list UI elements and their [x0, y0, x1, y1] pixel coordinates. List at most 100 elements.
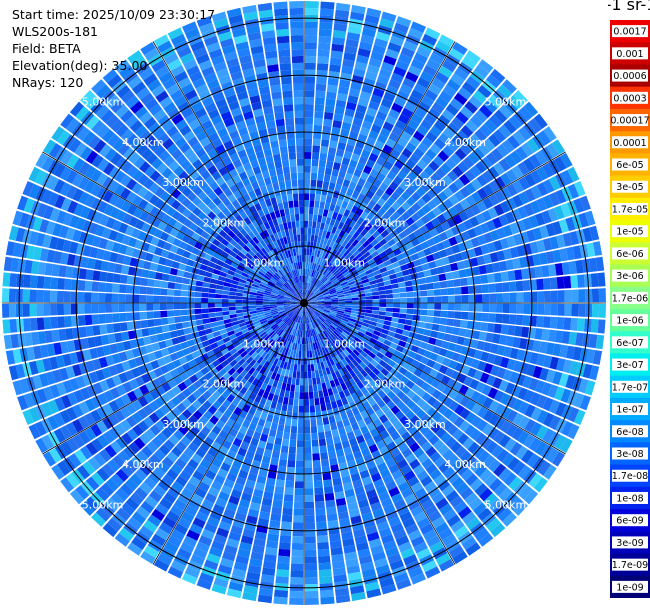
- beta-cell: [473, 246, 483, 257]
- beta-cell: [338, 303, 346, 306]
- beta-cell: [467, 248, 477, 259]
- beta-cell: [182, 388, 192, 398]
- beta-cell: [310, 322, 314, 330]
- beta-cell: [482, 197, 494, 209]
- beta-cell: [259, 283, 267, 289]
- beta-cell: [172, 359, 182, 369]
- beta-cell: [392, 293, 400, 299]
- beta-cell: [84, 398, 96, 412]
- beta-cell: [359, 272, 367, 278]
- beta-cell: [91, 292, 99, 303]
- beta-cell: [338, 229, 345, 238]
- beta-cell: [189, 169, 200, 181]
- beta-cell: [423, 231, 433, 241]
- beta-cell: [304, 549, 317, 557]
- beta-cell: [323, 294, 331, 298]
- beta-cell: [398, 281, 406, 288]
- beta-cell: [321, 288, 328, 293]
- beta-cell: [281, 251, 287, 260]
- beta-cell: [271, 341, 278, 349]
- beta-cell: [199, 136, 211, 148]
- beta-cell: [387, 359, 396, 368]
- beta-cell: [122, 213, 133, 225]
- beta-cell: [322, 330, 329, 338]
- beta-cell: [309, 294, 316, 300]
- beta-cell: [466, 276, 475, 286]
- beta-cell: [90, 423, 103, 437]
- beta-cell: [242, 296, 250, 300]
- beta-cell: [506, 183, 518, 197]
- beta-cell: [163, 242, 173, 251]
- beta-cell: [572, 346, 582, 361]
- beta-cell: [243, 343, 251, 351]
- beta-cell: [413, 228, 423, 238]
- beta-cell: [110, 119, 124, 133]
- beta-cell: [304, 282, 307, 290]
- beta-cell: [243, 314, 251, 319]
- beta-cell: [77, 315, 86, 326]
- beta-cell: [319, 222, 326, 231]
- beta-cell: [231, 226, 240, 235]
- beta-cell: [201, 297, 209, 303]
- beta-cell: [332, 36, 346, 46]
- beta-cell: [191, 453, 203, 464]
- beta-cell: [163, 224, 173, 235]
- beta-cell: [474, 464, 488, 478]
- beta-cell: [557, 303, 565, 316]
- beta-cell: [243, 380, 252, 390]
- beta-cell: [217, 404, 228, 414]
- beta-cell: [246, 571, 261, 581]
- beta-cell: [304, 412, 310, 420]
- beta-cell: [72, 188, 84, 202]
- beta-cell: [175, 119, 188, 131]
- beta-cell: [125, 178, 138, 191]
- beta-cell: [379, 577, 395, 588]
- beta-cell: [189, 523, 203, 535]
- beta-cell: [139, 525, 154, 539]
- beta-cell: [270, 323, 278, 329]
- beta-cell: [304, 433, 311, 441]
- beta-cell: [48, 192, 60, 207]
- beta-cell: [228, 265, 237, 273]
- beta-cell: [60, 113, 75, 129]
- beta-cell: [359, 41, 373, 51]
- beta-cell: [377, 216, 387, 226]
- beta-cell: [318, 208, 324, 216]
- beta-cell: [114, 409, 126, 423]
- beta-cell: [334, 338, 341, 346]
- beta-cell: [398, 230, 408, 240]
- beta-cell: [325, 281, 332, 287]
- beta-cell: [97, 392, 108, 406]
- beta-cell: [577, 318, 585, 332]
- beta-cell: [484, 473, 498, 487]
- beta-cell: [304, 398, 310, 406]
- beta-cell: [443, 198, 454, 210]
- beta-cell: [263, 310, 271, 314]
- beta-cell: [285, 326, 291, 333]
- beta-cell: [389, 229, 399, 239]
- beta-cell: [258, 349, 265, 357]
- beta-cell: [470, 358, 481, 369]
- beta-cell: [378, 347, 388, 356]
- beta-cell: [307, 364, 311, 372]
- beta-cell: [269, 241, 276, 250]
- beta-cell: [276, 254, 283, 262]
- beta-cell: [275, 479, 285, 488]
- beta-cell: [435, 96, 449, 109]
- beta-cell: [263, 229, 270, 238]
- beta-cell: [307, 371, 312, 379]
- beta-cell: [102, 162, 115, 176]
- beta-cell: [353, 68, 366, 78]
- beta-cell: [498, 487, 513, 502]
- beta-cell: [516, 349, 526, 361]
- beta-cell: [44, 263, 54, 276]
- beta-cell: [579, 395, 591, 411]
- beta-cell: [324, 167, 333, 176]
- beta-cell: [259, 511, 271, 520]
- beta-cell: [151, 217, 162, 228]
- beta-cell: [263, 368, 270, 377]
- beta-cell: [203, 159, 214, 170]
- beta-cell: [216, 211, 226, 221]
- beta-cell: [307, 308, 313, 315]
- beta-cell: [357, 177, 366, 187]
